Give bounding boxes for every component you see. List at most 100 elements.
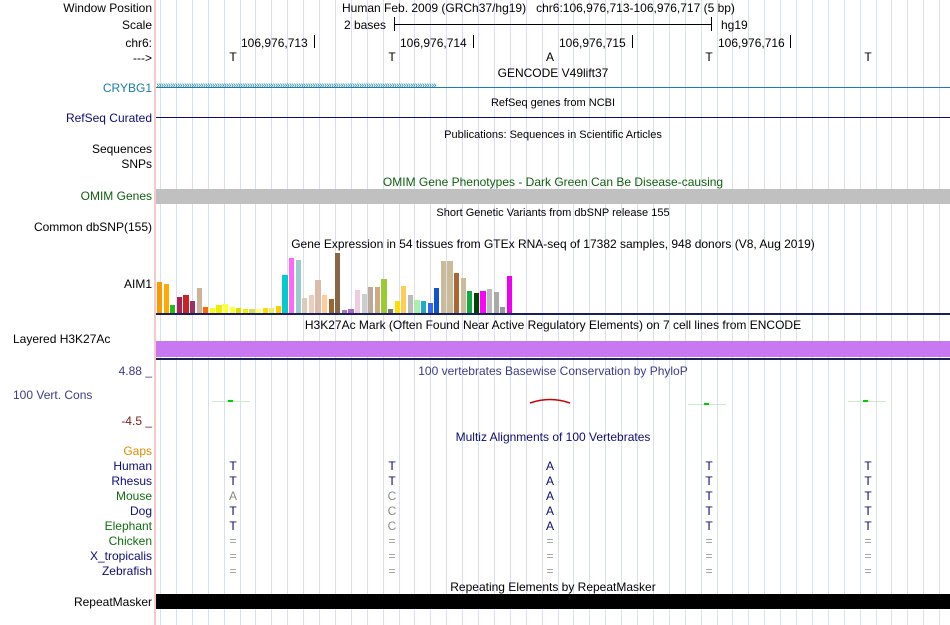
gtex-tissue-bar[interactable] xyxy=(401,286,407,313)
gtex-tissue-bar[interactable] xyxy=(262,308,268,313)
gtex-tissue-bar[interactable] xyxy=(216,304,222,313)
gtex-tissue-bar[interactable] xyxy=(493,292,499,313)
gencode-track-title[interactable]: GENCODE V49lift37 xyxy=(497,66,609,80)
gtex-tissue-bar[interactable] xyxy=(440,260,447,313)
h3k27ac-signal[interactable] xyxy=(156,341,950,357)
gtex-tissue-bar[interactable] xyxy=(315,280,321,313)
gtex-tissue-bar[interactable] xyxy=(302,298,308,313)
gtex-tissue-bar[interactable] xyxy=(341,310,348,313)
gtex-tissue-bar[interactable] xyxy=(434,288,440,313)
publications-label-snps[interactable]: SNPs xyxy=(121,157,152,171)
gtex-tissue-bar[interactable] xyxy=(203,307,209,313)
refseq-track-label[interactable]: RefSeq Curated xyxy=(65,111,152,125)
h3k27ac-track-title[interactable]: H3K27Ac Mark (Often Found Near Active Re… xyxy=(304,318,802,332)
gtex-tissue-bar[interactable] xyxy=(454,273,460,313)
alignment-base: A xyxy=(545,504,554,518)
gtex-tissue-bar[interactable] xyxy=(427,303,433,313)
gtex-tissue-bar[interactable] xyxy=(473,293,480,313)
dbsnp-track-label[interactable]: Common dbSNP(155) xyxy=(33,220,152,234)
gtex-tissue-bar[interactable] xyxy=(487,289,493,313)
gtex-tissue-bar[interactable] xyxy=(209,307,216,313)
gtex-tissue-bar[interactable] xyxy=(242,309,249,313)
omim-gene-bar[interactable] xyxy=(156,189,950,204)
omim-track-label[interactable]: OMIM Genes xyxy=(80,189,152,203)
gtex-tissue-bar[interactable] xyxy=(460,277,466,313)
gtex-tissue-bar[interactable] xyxy=(355,290,361,313)
species-label-zebrafish[interactable]: Zebrafish xyxy=(101,564,152,578)
gtex-tissue-bar[interactable] xyxy=(328,299,334,313)
position-tick-4 xyxy=(790,35,791,48)
repeatmasker-track-title[interactable]: Repeating Elements by RepeatMasker xyxy=(450,580,656,594)
gtex-tissue-bar[interactable] xyxy=(229,307,235,313)
strand-label: ---> xyxy=(133,51,152,65)
phylop-plot[interactable] xyxy=(156,380,950,420)
gencode-gene-feature[interactable]: ››››››››››››››››››››››››››››››››››››››››… xyxy=(156,80,950,94)
position-label-3: 106,976,715 xyxy=(559,36,626,50)
gtex-tissue-bar[interactable] xyxy=(295,260,301,313)
gtex-tissue-bar[interactable] xyxy=(381,278,387,313)
gtex-tissue-bar[interactable] xyxy=(394,301,400,313)
gtex-tissue-bar[interactable] xyxy=(223,304,229,313)
repeatmasker-element[interactable] xyxy=(156,594,950,609)
gtex-tissue-bar[interactable] xyxy=(500,307,506,313)
species-label-rhesus[interactable]: Rhesus xyxy=(111,474,152,488)
window-position-value[interactable]: Human Feb. 2009 (GRCh37/hg19) chr6:106,9… xyxy=(342,1,735,15)
h3k27ac-track-label[interactable]: Layered H3K27Ac xyxy=(13,332,111,346)
gtex-track-title[interactable]: Gene Expression in 54 tissues from GTEx … xyxy=(291,237,815,251)
alignment-base: T xyxy=(388,459,396,473)
gtex-tissue-bar[interactable] xyxy=(368,287,374,313)
phylop-track-label[interactable]: 100 Vert. Cons xyxy=(13,388,93,402)
gtex-tissue-bar[interactable] xyxy=(348,308,354,313)
gencode-gene-label[interactable]: CRYBG1 xyxy=(102,81,152,95)
multiz-track-title[interactable]: Multiz Alignments of 100 Vertebrates xyxy=(455,430,651,444)
species-label-dog[interactable]: Dog xyxy=(129,504,152,518)
phylop-negative-mark xyxy=(529,398,571,404)
gtex-gene-label[interactable]: AIM1 xyxy=(123,277,152,291)
gtex-tissue-bar[interactable] xyxy=(196,288,202,313)
gtex-tissue-bar[interactable] xyxy=(275,305,282,313)
gtex-tissue-bar[interactable] xyxy=(289,257,295,313)
gtex-tissue-bar[interactable] xyxy=(163,284,169,313)
gtex-tissue-bar[interactable] xyxy=(480,290,486,313)
gtex-tissue-bar[interactable] xyxy=(506,275,513,313)
alignment-gap: = xyxy=(229,534,237,548)
species-label-human[interactable]: Human xyxy=(113,459,152,473)
gtex-tissue-bar[interactable] xyxy=(447,260,453,313)
refseq-track-title[interactable]: RefSeq genes from NCBI xyxy=(490,97,616,109)
gtex-tissue-bar[interactable] xyxy=(157,281,163,313)
gtex-tissue-bar[interactable] xyxy=(176,297,183,313)
species-label-mouse[interactable]: Mouse xyxy=(115,489,152,503)
repeatmasker-track-label[interactable]: RepeatMasker xyxy=(73,595,152,609)
gtex-tissue-bar[interactable] xyxy=(322,295,328,313)
gtex-tissue-bar[interactable] xyxy=(421,301,427,313)
species-label-chicken[interactable]: Chicken xyxy=(108,534,152,548)
gtex-tissue-bar[interactable] xyxy=(467,290,473,313)
gtex-tissue-bar[interactable] xyxy=(256,309,262,313)
species-label-x-tropicalis[interactable]: X_tropicalis xyxy=(89,549,152,563)
gtex-tissue-bar[interactable] xyxy=(414,299,420,313)
gtex-tissue-bar[interactable] xyxy=(308,295,315,313)
publications-track-title[interactable]: Publications: Sequences in Scientific Ar… xyxy=(444,129,662,141)
phylop-track-title[interactable]: 100 vertebrates Basewise Conservation by… xyxy=(418,364,688,378)
gtex-tissue-bar[interactable] xyxy=(335,253,341,313)
gtex-tissue-bar[interactable] xyxy=(190,301,196,313)
gtex-tissue-bar[interactable] xyxy=(249,309,255,313)
gtex-tissue-bar[interactable] xyxy=(407,295,414,313)
dbsnp-track-title[interactable]: Short Genetic Variants from dbSNP releas… xyxy=(436,207,670,219)
gtex-tissue-bar[interactable] xyxy=(374,286,381,313)
species-label-elephant[interactable]: Elephant xyxy=(104,519,152,533)
gtex-tissue-bar[interactable] xyxy=(170,305,176,313)
gtex-tissue-bar[interactable] xyxy=(236,308,242,313)
gtex-tissue-bar[interactable] xyxy=(361,293,367,313)
publications-label-sequences[interactable]: Sequences xyxy=(91,142,152,156)
h3k27ac-baseline xyxy=(156,358,950,360)
gtex-tissue-bar[interactable] xyxy=(282,274,288,313)
gtex-expression-chart[interactable] xyxy=(156,253,950,315)
alignment-gap: = xyxy=(705,534,713,548)
omim-track-title[interactable]: OMIM Gene Phenotypes - Dark Green Can Be… xyxy=(382,175,724,189)
gtex-tissue-bar[interactable] xyxy=(388,308,394,313)
alignment-base: A xyxy=(545,519,554,533)
gtex-tissue-bar[interactable] xyxy=(269,308,275,313)
gtex-tissue-bar[interactable] xyxy=(183,295,189,313)
refseq-gene-line[interactable] xyxy=(156,117,950,118)
